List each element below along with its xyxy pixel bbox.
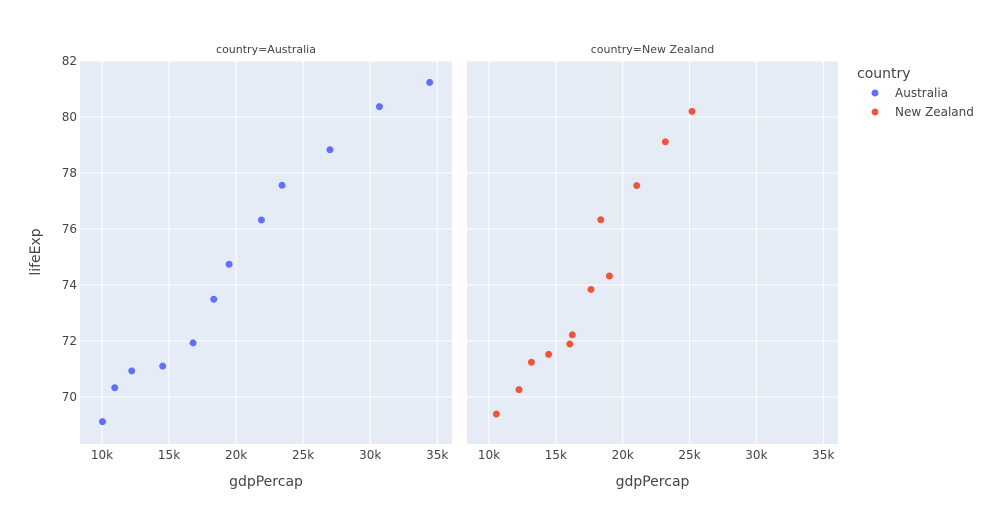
plot-area[interactable] <box>467 61 838 444</box>
data-point[interactable] <box>527 358 535 366</box>
y-tick-label: 74 <box>62 278 77 292</box>
y-tick-label: 76 <box>62 222 77 236</box>
y-tick-label: 70 <box>62 390 77 404</box>
x-tick-label: 10k <box>91 448 113 462</box>
data-point[interactable] <box>566 340 574 348</box>
data-point[interactable] <box>492 410 500 418</box>
data-point[interactable] <box>545 350 553 358</box>
legend-marker-icon <box>871 89 879 97</box>
data-point[interactable] <box>597 216 605 224</box>
x-tick-label: 35k <box>426 448 448 462</box>
x-tick-label: 30k <box>745 448 767 462</box>
x-tick-label: 15k <box>545 448 567 462</box>
x-axis-title: gdpPercap <box>616 474 690 490</box>
data-point[interactable] <box>605 272 613 280</box>
x-tick-label: 20k <box>612 448 634 462</box>
plot-area[interactable] <box>80 61 452 444</box>
data-point[interactable] <box>210 295 218 303</box>
x-tick-label: 35k <box>812 448 834 462</box>
data-point[interactable] <box>568 331 576 339</box>
legend-label: New Zealand <box>895 105 974 119</box>
y-tick-label: 80 <box>62 110 77 124</box>
x-tick-label: 20k <box>225 448 247 462</box>
facet-panel-1: 10k 15k 20k 25k 30k 35k country=New Zealand gdp… <box>467 43 838 490</box>
data-point[interactable] <box>515 386 523 394</box>
data-point[interactable] <box>257 216 265 224</box>
x-tick-label: 15k <box>158 448 180 462</box>
legend-marker-icon <box>871 108 879 116</box>
facet-panel-0: 10k 15k 20k 25k 30k 35k 70 72 74 76 78 80 82 country=… <box>62 43 452 490</box>
x-tick-label: 25k <box>678 448 700 462</box>
x-tick-label: 25k <box>292 448 314 462</box>
y-tick-label: 82 <box>62 54 77 68</box>
legend-title: country <box>857 66 911 82</box>
data-point[interactable] <box>326 146 334 154</box>
data-point[interactable] <box>99 418 107 426</box>
data-point[interactable] <box>278 181 286 189</box>
y-axis-title: lifeExp <box>28 228 44 275</box>
facet-panels: 10k 15k 20k 25k 30k 35k 70 72 74 76 78 80 82 country=… <box>62 43 838 490</box>
x-axis-title: gdpPercap <box>229 474 303 490</box>
legend-item[interactable]: New Zealand <box>871 105 974 119</box>
y-tick-label: 72 <box>62 334 77 348</box>
x-tick-label: 30k <box>359 448 381 462</box>
legend-item[interactable]: Australia <box>871 86 949 100</box>
y-tick-label: 78 <box>62 166 77 180</box>
facet-title: country=Australia <box>216 43 316 56</box>
data-point[interactable] <box>225 260 233 268</box>
data-point[interactable] <box>159 362 167 370</box>
facet-title: country=New Zealand <box>591 43 715 56</box>
data-point[interactable] <box>128 367 136 375</box>
data-point[interactable] <box>375 103 383 111</box>
data-point[interactable] <box>633 182 641 190</box>
x-tick-label: 10k <box>478 448 500 462</box>
legend: country Australia New Zealand <box>857 66 974 119</box>
data-point[interactable] <box>688 107 696 115</box>
data-point[interactable] <box>426 78 434 86</box>
data-point[interactable] <box>587 285 595 293</box>
data-point[interactable] <box>189 339 197 347</box>
legend-label: Australia <box>895 86 948 100</box>
data-point[interactable] <box>661 138 669 146</box>
data-point[interactable] <box>111 384 119 392</box>
